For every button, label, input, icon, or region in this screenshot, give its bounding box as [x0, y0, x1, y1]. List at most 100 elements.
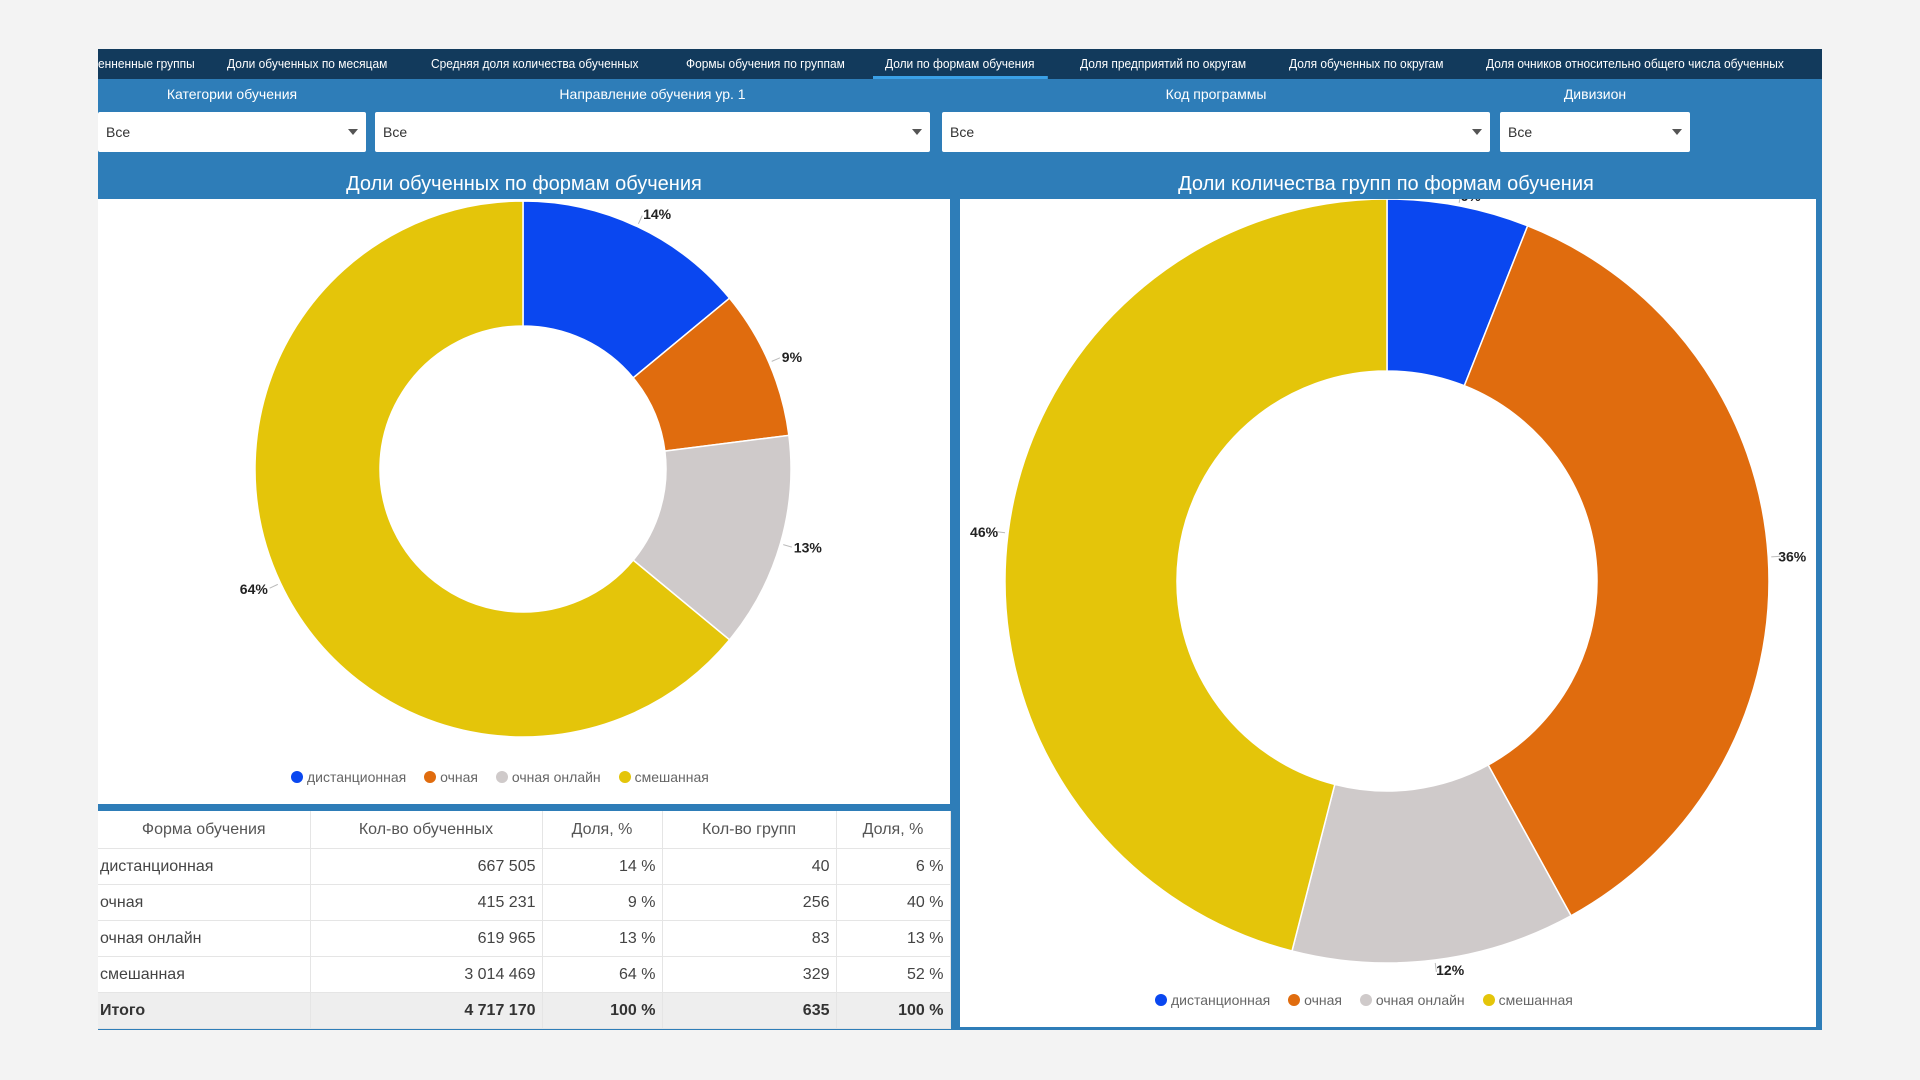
filter-division-select[interactable]: Все: [1500, 112, 1690, 152]
label-leader-line: [1434, 962, 1437, 972]
table-cell: 619 965: [310, 920, 543, 957]
table-row: смешанная 3 014 469 64 % 329 52 %: [98, 956, 951, 993]
legend-dot-icon: [1359, 994, 1372, 1006]
legend-dot-icon: [424, 771, 437, 783]
table-cell: 14 %: [542, 848, 663, 885]
table-cell: 100 %: [836, 992, 951, 1029]
legend-dot-icon: [1155, 994, 1167, 1006]
table-cell: 635: [662, 992, 837, 1029]
slice-mixed[interactable]: [254, 200, 731, 738]
filter-program-code-select[interactable]: Все: [942, 112, 1490, 152]
tab-trained-by-month[interactable]: Доли обученных по месяцам: [227, 56, 388, 71]
label-leader-line: [637, 215, 643, 225]
table-cell: 13 %: [542, 920, 663, 957]
legend-item-online[interactable]: очная онлайн: [495, 769, 601, 785]
filter-label-category: Категории обучения: [166, 86, 298, 102]
table-cell: 256: [662, 884, 837, 921]
slice-percent-label: 14%: [643, 206, 672, 222]
slice-distance[interactable]: [522, 200, 731, 379]
tab-shares-by-forms[interactable]: Доли по формам обучения: [873, 49, 1048, 79]
slice-percent-label: 13%: [794, 540, 823, 556]
legend-item-online[interactable]: очная онлайн: [1359, 992, 1465, 1008]
table-cell: 3 014 469: [310, 956, 543, 993]
chevron-down-icon: [1472, 129, 1482, 135]
table-cell: очная онлайн: [98, 920, 311, 957]
table-cell: 52 %: [836, 956, 951, 993]
table-cell: 9 %: [542, 884, 663, 921]
slice-percent-label: 9%: [782, 349, 803, 365]
tab-in-person-share[interactable]: Доля очников относительно общего числа о…: [1486, 56, 1784, 71]
table-cell: 40: [662, 848, 837, 885]
table-row: очная 415 231 9 % 256 40 %: [98, 884, 951, 921]
filter-label-program-code: Код программы: [1165, 86, 1267, 102]
right-chart-panel: 6% 36% 12% 46% дистанционная очная очная он…: [960, 188, 1816, 1027]
table-cell: 100 %: [542, 992, 663, 1029]
slice-mixed[interactable]: [1004, 198, 1388, 952]
left-donut-chart: 14% 9% 13% 64%: [240, 200, 823, 738]
column-header[interactable]: Доля, %: [542, 811, 663, 849]
label-leader-line: [1771, 555, 1781, 558]
summary-table-panel: Форма обучения Кол-во обученных Доля, % …: [98, 811, 951, 1029]
table-cell: 64 %: [542, 956, 663, 993]
slice-percent-label: 36%: [1778, 548, 1807, 564]
label-leader-line: [996, 531, 1006, 534]
filter-label-direction: Направление обучения ур. 1: [559, 86, 746, 102]
chevron-down-icon: [912, 129, 922, 135]
table-cell: 329: [662, 956, 837, 993]
slice-percent-label: 46%: [970, 524, 999, 540]
left-chart-legend: дистанционная очная очная онлайн смешанн…: [291, 769, 723, 785]
legend-dot-icon: [1482, 994, 1495, 1006]
slice-percent-label: 6%: [1460, 199, 1481, 204]
table-row: дистанционная 667 505 14 % 40 6 %: [98, 848, 951, 885]
slice-online[interactable]: [632, 434, 792, 641]
legend-item-ochnaya[interactable]: очная: [1288, 992, 1342, 1008]
table-header-row: Форма обучения Кол-во обученных Доля, % …: [98, 811, 951, 849]
left-chart-panel: 14% 9% 13% 64% дистанционная очная очная он…: [98, 199, 950, 804]
dashboard: енненные группы Доли обученных по месяца…: [98, 49, 1822, 1030]
slice-ochnaya[interactable]: [1463, 224, 1770, 917]
left-chart-title: Доли обученных по формам обучения: [346, 173, 702, 195]
tab-enterprises-by-district[interactable]: Доля предприятий по округам: [1080, 56, 1247, 71]
legend-item-distance[interactable]: дистанционная: [291, 769, 406, 785]
table-cell: смешанная: [98, 956, 311, 993]
table-row: очная онлайн 619 965 13 % 83 13 %: [98, 920, 951, 957]
legend-dot-icon: [291, 771, 303, 783]
table-cell: 83: [662, 920, 837, 957]
column-header[interactable]: Кол-во групп: [662, 811, 837, 849]
legend-dot-icon: [618, 771, 631, 783]
column-header[interactable]: Доля, %: [836, 811, 951, 849]
label-leader-line: [269, 583, 279, 589]
filter-category-select[interactable]: Все: [98, 112, 366, 152]
legend-dot-icon: [495, 771, 508, 783]
table-cell: 667 505: [310, 848, 543, 885]
summary-table: Форма обучения Кол-во обученных Доля, % …: [98, 811, 951, 1029]
table-cell: 415 231: [310, 884, 543, 921]
legend-item-ochnaya[interactable]: очная: [424, 769, 478, 785]
right-chart-title: Доли количества групп по формам обучения: [1178, 173, 1594, 195]
legend-item-mixed[interactable]: смешанная: [1482, 992, 1573, 1008]
legend-item-mixed[interactable]: смешанная: [618, 769, 709, 785]
right-donut-chart: 6% 36% 12% 46%: [970, 188, 1807, 978]
column-header[interactable]: Кол-во обученных: [310, 811, 543, 849]
column-header[interactable]: Форма обучения: [98, 811, 311, 849]
tab-forms-by-groups[interactable]: Формы обучения по группам: [686, 56, 845, 71]
legend-dot-icon: [1288, 994, 1301, 1006]
table-cell: очная: [98, 884, 311, 921]
tab-avg-share[interactable]: Средняя доля количества обученных: [431, 56, 639, 71]
table-cell: дистанционная: [98, 848, 311, 885]
table-cell: 6 %: [836, 848, 951, 885]
tab-bar: енненные группы Доли обученных по месяца…: [98, 49, 1822, 79]
table-total-row: Итого 4 717 170 100 % 635 100 %: [98, 992, 951, 1029]
legend-item-distance[interactable]: дистанционная: [1155, 992, 1270, 1008]
table-cell: Итого: [98, 992, 311, 1029]
label-leader-line: [783, 544, 793, 548]
filter-direction-select[interactable]: Все: [375, 112, 930, 152]
slice-percent-label: 12%: [1436, 962, 1465, 978]
table-cell: 4 717 170: [310, 992, 543, 1029]
chevron-down-icon: [1672, 129, 1682, 135]
slice-percent-label: 64%: [240, 581, 269, 597]
chevron-down-icon: [348, 129, 358, 135]
tab-groups[interactable]: енненные группы: [98, 56, 195, 71]
tab-trained-by-district[interactable]: Доля обученных по округам: [1289, 56, 1444, 71]
right-chart-legend: дистанционная очная очная онлайн смешанн…: [1155, 992, 1587, 1008]
